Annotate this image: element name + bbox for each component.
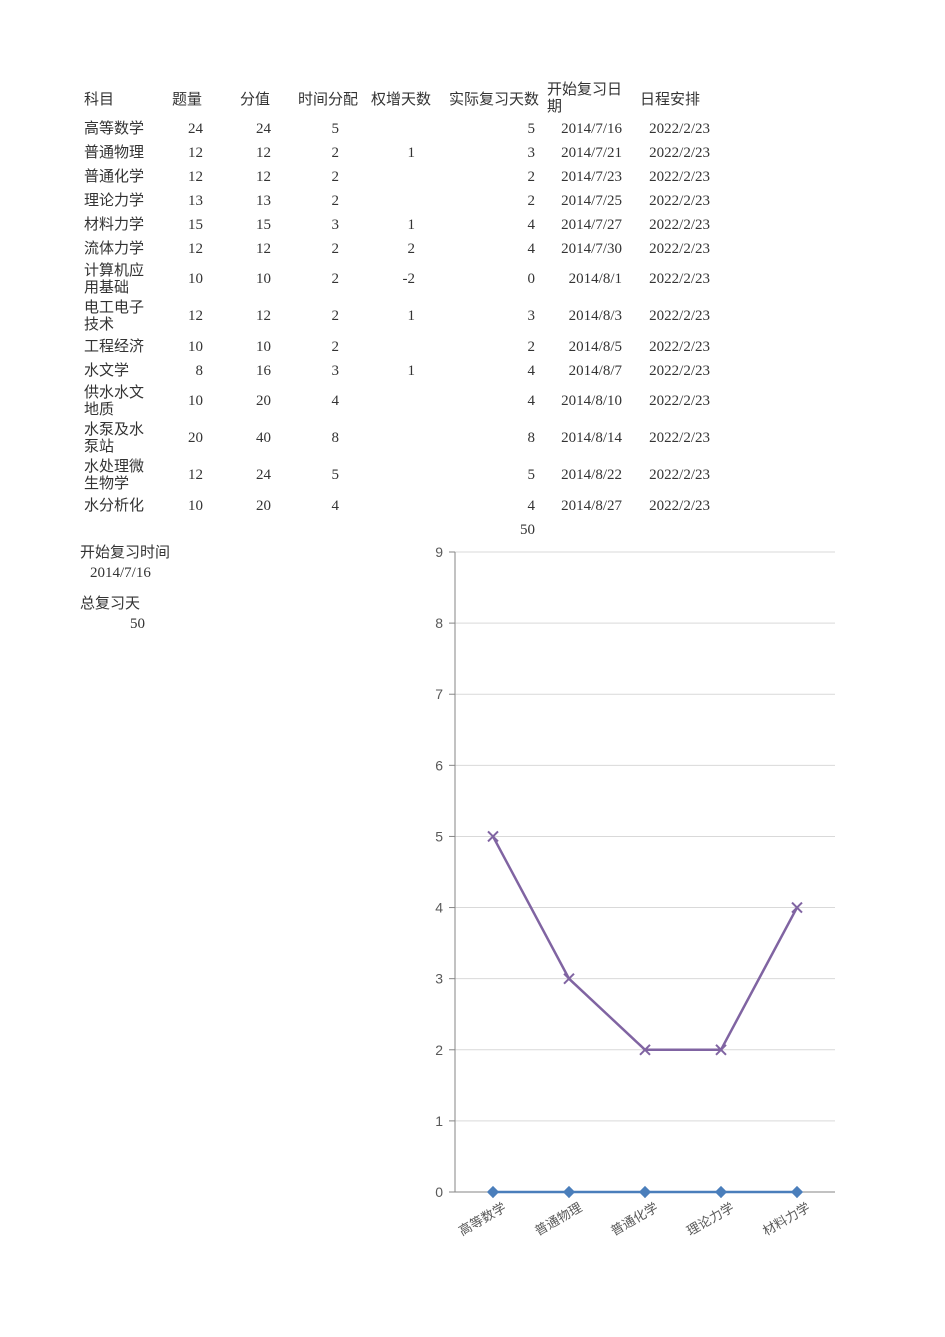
table-row: 供水水文地质1020442014/8/102022/2/23 [80,383,714,420]
col-schedule: 日程安排 [626,80,714,117]
svg-text:1: 1 [435,1113,443,1129]
col-score: 分值 [221,80,289,117]
table-row: 普通物理12122132014/7/212022/2/23 [80,141,714,165]
table-row: 流体力学12122242014/7/302022/2/23 [80,237,714,261]
svg-text:普通物理: 普通物理 [532,1200,585,1239]
total-actual-days: 50 [445,518,543,542]
svg-text:4: 4 [435,900,443,916]
review-days-chart: 0 1 2 3 4 5 6 7 8 9 高等数学普通物理普通化学理论力学材料力学 [400,542,945,1262]
subject-cell: 普通化学 [80,165,153,189]
table-row: 普通化学1212222014/7/232022/2/23 [80,165,714,189]
table-header-row: 科目 题量 分值 时间分配 权增天数 实际复习天数 开始复习日期 日程安排 [80,80,714,117]
subject-cell: 流体力学 [80,237,153,261]
subject-cell: 电工电子技术 [80,298,153,335]
subject-cell: 工程经济 [80,335,153,359]
summary-block: 开始复习时间 2014/7/16 总复习天 50 [80,544,400,634]
subject-cell: 水处理微生物学 [80,457,153,494]
table-row: 水分析化1020442014/8/272022/2/23 [80,494,714,518]
svg-text:9: 9 [435,544,443,560]
svg-text:7: 7 [435,686,443,702]
svg-text:3: 3 [435,971,443,987]
table-row: 工程经济1010222014/8/52022/2/23 [80,335,714,359]
col-subject: 科目 [80,80,153,117]
table-row: 电工电子技术12122132014/8/32022/2/23 [80,298,714,335]
svg-text:材料力学: 材料力学 [760,1200,813,1239]
total-days-label: 总复习天 [80,595,400,615]
table-row: 水文学8163142014/8/72022/2/23 [80,359,714,383]
svg-text:6: 6 [435,757,443,773]
subject-cell: 水文学 [80,359,153,383]
subject-cell: 计算机应用基础 [80,261,153,298]
subject-cell: 水分析化 [80,494,153,518]
svg-text:理论力学: 理论力学 [684,1200,737,1239]
table-row: 理论力学1313222014/7/252022/2/23 [80,189,714,213]
total-days-value: 50 [80,615,400,635]
table-row: 计算机应用基础10102-202014/8/12022/2/23 [80,261,714,298]
subject-cell: 供水水文地质 [80,383,153,420]
subject-cell: 水泵及水泵站 [80,420,153,457]
study-plan-table: 科目 题量 分值 时间分配 权增天数 实际复习天数 开始复习日期 日程安排 高等… [80,80,714,542]
svg-text:高等数学: 高等数学 [456,1200,509,1239]
col-time-alloc: 时间分配 [289,80,367,117]
subject-cell: 材料力学 [80,213,153,237]
table-row: 材料力学15153142014/7/272022/2/23 [80,213,714,237]
svg-text:0: 0 [435,1184,443,1200]
start-review-value: 2014/7/16 [80,564,400,584]
subject-cell: 普通物理 [80,141,153,165]
svg-text:2: 2 [435,1042,443,1058]
col-weight-add: 权增天数 [367,80,445,117]
col-start-date: 开始复习日期 [543,80,626,117]
svg-text:普通化学: 普通化学 [608,1200,661,1239]
svg-text:8: 8 [435,615,443,631]
svg-text:5: 5 [435,828,443,844]
start-review-label: 开始复习时间 [80,544,400,564]
subject-cell: 高等数学 [80,117,153,141]
subject-cell: 理论力学 [80,189,153,213]
table-row: 水泵及水泵站2040882014/8/142022/2/23 [80,420,714,457]
table-row: 高等数学2424552014/7/162022/2/23 [80,117,714,141]
col-actual-days: 实际复习天数 [445,80,543,117]
col-qcount: 题量 [153,80,221,117]
table-total-row: 50 [80,518,714,542]
table-row: 水处理微生物学1224552014/8/222022/2/23 [80,457,714,494]
